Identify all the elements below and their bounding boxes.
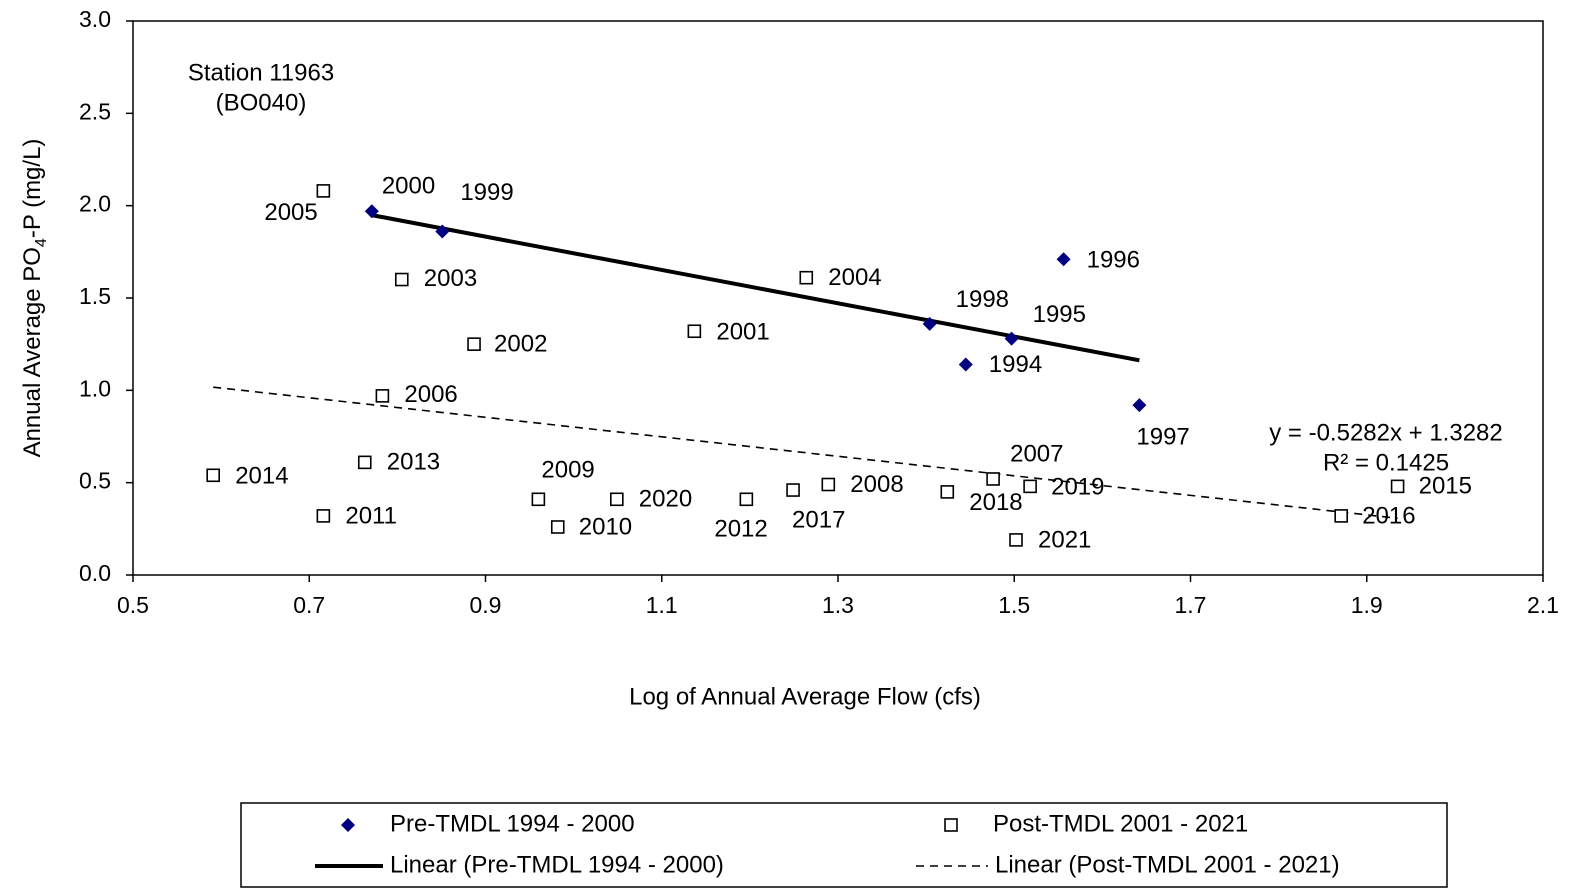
point-label: 2013 bbox=[387, 449, 440, 476]
point-label: 2008 bbox=[850, 471, 903, 498]
point-label: 2020 bbox=[639, 486, 692, 513]
trendline bbox=[213, 386, 1398, 520]
y-tick-label: 1.5 bbox=[79, 283, 111, 309]
x-tick-label: 1.5 bbox=[998, 592, 1030, 618]
point-label: 2003 bbox=[424, 265, 477, 292]
legend-label: Post-TMDL 2001 - 2021 bbox=[993, 810, 1248, 837]
y-tick-label: 0.0 bbox=[79, 560, 111, 586]
annotation: (BO040) bbox=[216, 89, 307, 116]
point-label: 1998 bbox=[956, 286, 1009, 313]
point bbox=[1132, 398, 1147, 413]
point-label: 2015 bbox=[1419, 473, 1472, 500]
y-tick-label: 3.0 bbox=[79, 6, 111, 32]
point bbox=[467, 337, 481, 351]
point-label: 2001 bbox=[716, 319, 769, 346]
point bbox=[1334, 509, 1348, 523]
annotation: Station 11963 bbox=[188, 59, 334, 86]
point bbox=[394, 272, 409, 287]
point bbox=[1023, 479, 1037, 494]
y-axis-label-sub: 4 bbox=[33, 238, 50, 247]
point-label: 1997 bbox=[1136, 423, 1189, 450]
point bbox=[357, 455, 372, 470]
point-label: 2006 bbox=[404, 381, 457, 408]
x-axis-label: Log of Annual Average Flow (cfs) bbox=[629, 683, 981, 710]
x-tick-label: 0.5 bbox=[117, 592, 149, 618]
point bbox=[786, 483, 800, 497]
point bbox=[316, 184, 331, 198]
point-label: 2017 bbox=[792, 506, 845, 533]
point-label: 1999 bbox=[460, 179, 513, 206]
point-label: 2009 bbox=[541, 457, 594, 484]
point-label: 1996 bbox=[1087, 247, 1140, 274]
point bbox=[364, 204, 379, 219]
point-label: 2010 bbox=[579, 513, 632, 540]
point bbox=[550, 520, 565, 534]
point bbox=[986, 472, 1000, 486]
point-label: 2011 bbox=[345, 502, 397, 529]
plot-frame bbox=[132, 20, 1544, 576]
legend-marker bbox=[341, 818, 355, 832]
point-label: 2000 bbox=[382, 173, 435, 200]
x-tick-label: 1.3 bbox=[822, 592, 854, 618]
x-tick-label: 1.7 bbox=[1175, 592, 1207, 618]
y-tick-label: 1.0 bbox=[79, 375, 111, 401]
point bbox=[531, 492, 546, 507]
x-tick-label: 1.9 bbox=[1351, 592, 1383, 618]
point-label: 2016 bbox=[1362, 502, 1415, 529]
point-label: 2002 bbox=[494, 331, 547, 358]
y-tick-label: 0.5 bbox=[79, 468, 111, 494]
x-tick-label: 0.7 bbox=[293, 592, 325, 618]
legend-label: Pre-TMDL 1994 - 2000 bbox=[390, 810, 635, 837]
point-label: 2014 bbox=[235, 463, 288, 490]
point-label: 2012 bbox=[714, 516, 767, 543]
point bbox=[1056, 252, 1071, 267]
point bbox=[1390, 479, 1405, 494]
point-label: 2005 bbox=[264, 199, 317, 226]
point bbox=[435, 224, 450, 239]
y-axis-label: Annual Average PO4-P (mg/L) bbox=[19, 139, 50, 458]
point-label: 2018 bbox=[969, 489, 1022, 516]
point bbox=[799, 270, 814, 285]
y-tick-label: 2.0 bbox=[79, 191, 111, 217]
x-tick-label: 2.1 bbox=[1527, 592, 1559, 618]
point bbox=[739, 492, 754, 507]
point bbox=[206, 468, 220, 483]
point bbox=[375, 389, 390, 403]
point bbox=[610, 492, 624, 507]
point-label: 2019 bbox=[1051, 474, 1104, 501]
point-label: 2007 bbox=[1010, 440, 1063, 467]
point bbox=[1009, 533, 1023, 547]
y-axis-label-part: Annual Average PO bbox=[19, 247, 46, 457]
y-tick-label: 2.5 bbox=[79, 98, 111, 124]
point bbox=[922, 316, 937, 331]
point-label: 1994 bbox=[989, 351, 1042, 378]
trendline-equation: y = -0.5282x + 1.3282 bbox=[1269, 419, 1503, 446]
legend-label: Linear (Pre-TMDL 1994 - 2000) bbox=[390, 851, 724, 878]
legend bbox=[240, 802, 1448, 888]
trendline-r2: R² = 0.1425 bbox=[1323, 449, 1449, 476]
point bbox=[687, 324, 702, 339]
point-label: 2021 bbox=[1038, 526, 1091, 553]
x-tick-label: 1.1 bbox=[646, 592, 678, 618]
point bbox=[958, 357, 973, 372]
point bbox=[940, 485, 955, 499]
y-axis-label-part: -P (mg/L) bbox=[19, 139, 46, 239]
point bbox=[1004, 331, 1019, 346]
legend-label: Linear (Post-TMDL 2001 - 2021) bbox=[995, 851, 1340, 878]
point bbox=[821, 477, 836, 492]
point-label: 2004 bbox=[828, 264, 881, 291]
point-label: 1995 bbox=[1033, 301, 1086, 328]
x-tick-label: 0.9 bbox=[470, 592, 502, 618]
legend-marker bbox=[944, 818, 958, 832]
point bbox=[316, 509, 331, 523]
